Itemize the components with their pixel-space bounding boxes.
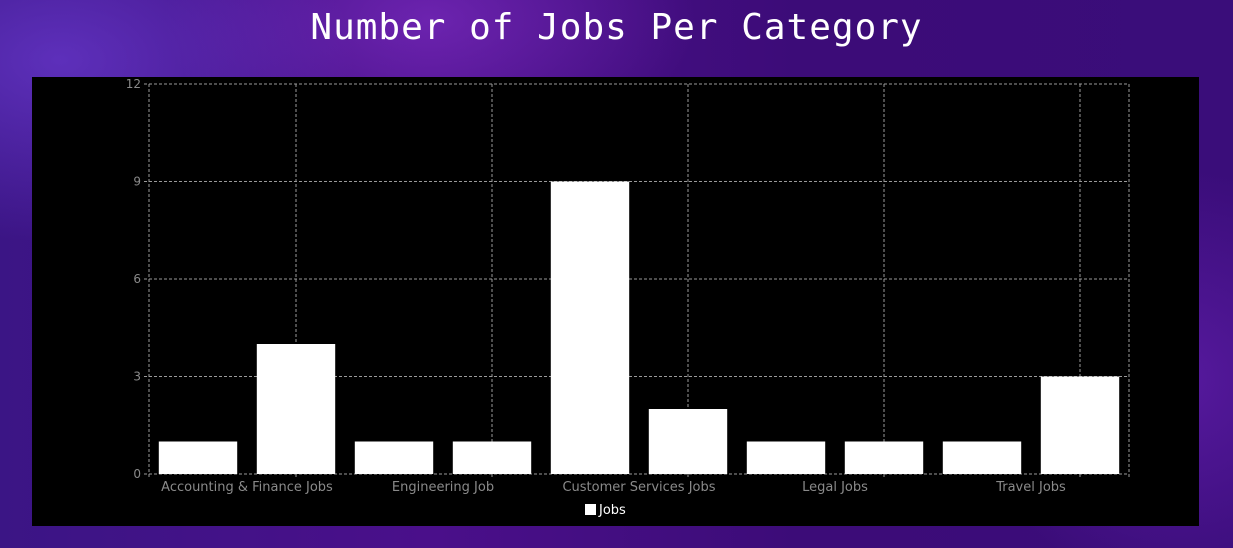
page-title: Number of Jobs Per Category [310,7,923,48]
x-tick-label: Travel Jobs [995,480,1066,495]
bar[interactable] [1040,376,1120,475]
grid-lines [144,83,1130,478]
bar[interactable] [844,441,924,475]
y-tick-label: 0 [133,467,141,481]
x-tick-label: Legal Jobs [802,480,868,495]
bar[interactable] [550,181,630,475]
y-axis-ticks: 0 3 6 9 12 [126,77,141,481]
legend-label[interactable]: Jobs [598,503,626,518]
bar[interactable] [746,441,826,475]
legend-swatch[interactable] [585,504,596,515]
y-tick-label: 6 [133,272,141,286]
bars [158,181,1120,475]
bar[interactable] [256,344,336,474]
x-axis-labels: Accounting & Finance Jobs Engineering Job… [161,480,1066,495]
x-tick-label: Engineering Job [392,480,494,495]
legend[interactable]: Jobs [585,503,626,518]
chart-panel: 0 3 6 9 12 Accounting & Finance Jobs Engineer… [32,77,1199,526]
bar[interactable] [942,441,1022,475]
y-tick-label: 3 [133,370,141,384]
y-tick-label: 12 [126,77,141,91]
bar[interactable] [648,409,728,474]
x-tick-label: Customer Services Jobs [562,480,715,495]
bar[interactable] [354,441,434,475]
x-tick-label: Accounting & Finance Jobs [161,480,333,495]
bar[interactable] [158,441,238,475]
y-tick-label: 9 [133,175,141,189]
bar-chart: 0 3 6 9 12 Accounting & Finance Jobs Engineer… [126,77,1130,518]
bar[interactable] [452,441,532,475]
